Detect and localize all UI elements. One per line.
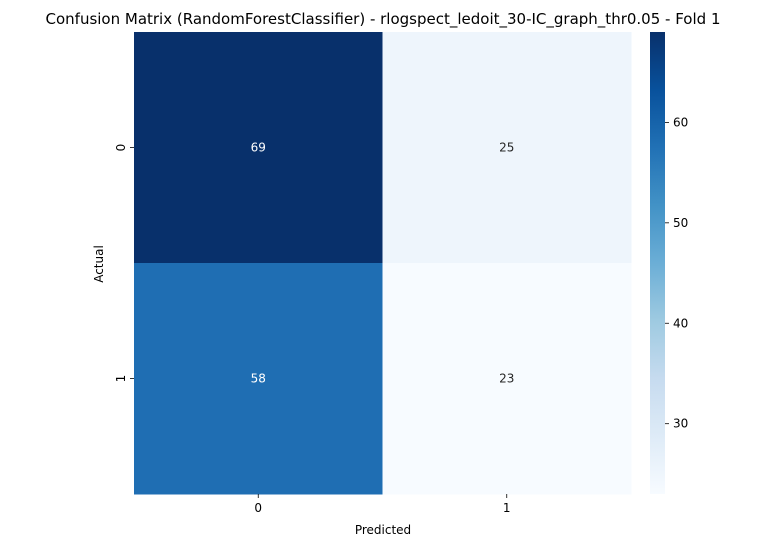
y-tick-label: 1: [114, 375, 128, 383]
y-tick-label: 0: [114, 144, 128, 152]
colorbar-tick-label: 40: [673, 316, 688, 330]
colorbar: 30 40 50 60: [650, 32, 688, 494]
y-axis-label: Actual: [92, 245, 106, 283]
heatmap-cell-0-1: [382, 32, 632, 264]
colorbar-tick-label: 60: [673, 115, 688, 129]
colorbar-gradient: [650, 32, 665, 494]
cell-value-labels: 69 25 58 23: [251, 141, 515, 386]
colorbar-tick-label: 50: [673, 216, 688, 230]
x-tick-label: 0: [254, 501, 262, 515]
y-axis: 01: [114, 144, 134, 383]
colorbar-tick-label: 30: [673, 417, 688, 431]
cell-value-label-1-0: 58: [251, 372, 266, 386]
x-tick-label: 1: [503, 501, 511, 515]
heatmap-cells: [134, 32, 632, 495]
cell-value-label-0-1: 25: [499, 141, 514, 155]
cell-value-label-0-0: 69: [251, 141, 266, 155]
heatmap-cell-1-0: [134, 263, 383, 495]
x-axis-label: Predicted: [355, 523, 411, 537]
cell-value-label-1-1: 23: [499, 372, 514, 386]
chart-title: Confusion Matrix (RandomForestClassifier…: [46, 10, 721, 29]
heatmap-cell-1-1: [382, 263, 632, 495]
heatmap-cell-0-0: [134, 32, 383, 264]
